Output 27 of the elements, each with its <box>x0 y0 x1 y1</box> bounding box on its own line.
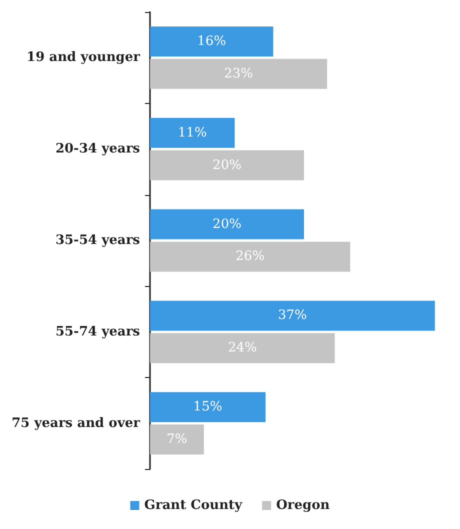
bar <box>150 300 435 331</box>
y-tick-label: 75 years and over <box>12 416 140 431</box>
y-tick-label: 55-74 years <box>55 324 140 340</box>
legend-label: Grant County <box>144 498 243 513</box>
data-label: 37% <box>278 308 307 324</box>
bar <box>150 26 274 56</box>
data-label: 7% <box>166 432 188 447</box>
bar <box>150 150 304 180</box>
data-label: 15% <box>193 400 222 415</box>
bar <box>150 242 350 272</box>
bar <box>150 118 235 148</box>
data-label: 20% <box>212 158 242 173</box>
data-label: 11% <box>178 125 207 140</box>
legend-label: Oregon <box>276 498 330 513</box>
bar <box>150 392 266 422</box>
data-label: 20% <box>212 216 242 232</box>
y-tick-label: 19 and younger <box>26 50 140 66</box>
data-label: 16% <box>197 34 226 49</box>
bar <box>150 209 304 240</box>
bar <box>150 58 328 89</box>
data-label: 24% <box>228 340 257 356</box>
data-label: 26% <box>236 249 265 264</box>
data-label: 23% <box>224 66 254 82</box>
bar <box>150 424 204 454</box>
y-tick-label: 35-54 years <box>55 233 140 248</box>
y-tick-label: 20-34 years <box>55 142 140 157</box>
bar <box>150 333 335 364</box>
